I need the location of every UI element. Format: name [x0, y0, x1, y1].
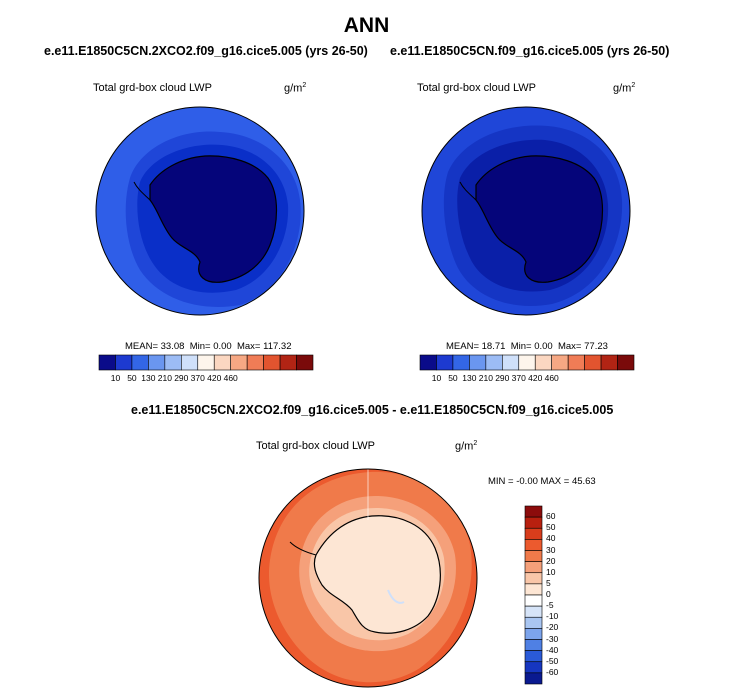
colorbar-swatch	[524, 583, 543, 596]
colorbar-tick-label: 420	[528, 373, 543, 383]
colorbar-swatch	[164, 354, 182, 371]
map3	[259, 469, 477, 687]
colorbar-tick-label: 370	[511, 373, 526, 383]
colorbar-swatch	[485, 354, 503, 371]
colorbar-tick-label: -10	[546, 611, 559, 622]
colorbar-tick-label: 10	[546, 566, 556, 577]
colorbar-swatch	[600, 354, 618, 371]
colorbar-tick-label: 130	[462, 373, 477, 383]
colorbar-swatch	[584, 354, 602, 371]
colorbar-tick-label: -5	[546, 600, 554, 611]
colorbar-swatch	[181, 354, 199, 371]
colorbar-tick-label: 460	[544, 373, 559, 383]
colorbar-swatch	[419, 354, 437, 371]
colorbar-tick-label: -50	[546, 655, 559, 666]
colorbar-swatch	[551, 354, 569, 371]
colorbar-tick-label: 50	[127, 373, 137, 383]
colorbar-tick-label: 50	[448, 373, 458, 383]
colorbar-tick-label: 370	[190, 373, 205, 383]
diff-units: g/m2	[455, 440, 478, 453]
colorbar-swatch	[524, 661, 543, 674]
diff-variable: Total grd-box cloud LWP	[256, 440, 376, 452]
colorbar-tick-label: 5	[546, 577, 551, 588]
colorbar-tick-label: 10	[110, 373, 121, 383]
colorbar-swatch	[617, 354, 635, 371]
colorbar-tick-label: 460	[223, 373, 238, 383]
colorbar-tick-label: -20	[546, 622, 559, 633]
colorbar-tick-label: 290	[174, 373, 189, 383]
map2	[422, 107, 630, 315]
diff-stats: MIN = -0.00 MAX = 45.63	[488, 476, 596, 487]
colorbar-swatch	[263, 354, 281, 371]
colorbar-swatch	[279, 354, 297, 371]
colorbar-tick-label: 30	[546, 544, 556, 555]
colorbar-tick-label: 40	[546, 533, 556, 544]
colorbar-tick-label: 130	[141, 373, 156, 383]
panel2-units: g/m2	[613, 82, 636, 95]
colorbar-swatch	[524, 527, 543, 540]
panel2-stats: MEAN= 18.71 Min= 0.00 Max= 77.23	[446, 341, 608, 352]
colorbar-swatch	[567, 354, 585, 371]
colorbar-2	[419, 354, 635, 371]
colorbar-swatch	[524, 550, 543, 562]
colorbar-swatch	[518, 354, 536, 371]
colorbar-swatch	[246, 354, 264, 371]
colorbar-swatch	[524, 672, 543, 685]
colorbar-swatch	[131, 354, 149, 371]
map1-border	[95, 106, 305, 316]
colorbar-tick-label: 10	[431, 373, 442, 383]
panel1-units: g/m2	[284, 82, 307, 95]
map3-border	[258, 468, 478, 688]
panel2-variable: Total grd-box cloud LWP	[417, 82, 537, 94]
colorbar-swatch	[115, 354, 133, 371]
colorbar-swatch	[98, 354, 116, 371]
colorbar-swatch	[469, 354, 487, 371]
colorbar-swatch	[213, 354, 231, 371]
colorbar-swatch	[524, 650, 543, 663]
colorbar-swatch	[524, 616, 543, 629]
map1	[96, 107, 304, 315]
colorbar-tick-label: 0	[546, 589, 551, 599]
panel1-variable: Total grd-box cloud LWP	[93, 82, 213, 94]
colorbar-tick-label: 210	[157, 373, 172, 383]
colorbar-swatch	[524, 505, 543, 518]
colorbar-tick-label: 60	[546, 511, 556, 522]
diff-case-title: e.e11.E1850C5CN.2XCO2.f09_g16.cice5.005 …	[131, 403, 614, 417]
colorbar-swatch	[148, 354, 166, 371]
colorbar-swatch	[524, 539, 543, 551]
colorbar-swatch	[502, 354, 520, 371]
map3-antarctica	[313, 515, 441, 634]
colorbar-swatch	[296, 354, 314, 371]
colorbar-swatch	[524, 605, 543, 618]
map2-antarctica	[475, 155, 604, 283]
colorbar-swatch	[197, 354, 215, 371]
colorbar-tick-label: 50	[546, 522, 556, 533]
colorbar-tick-label: -60	[546, 666, 559, 677]
colorbar-swatch	[524, 594, 543, 607]
page-title: ANN	[343, 14, 390, 37]
map2-border	[421, 106, 631, 316]
colorbar-swatch	[524, 572, 543, 585]
colorbar-swatch	[524, 516, 543, 529]
panel2-case-title: e.e11.E1850C5CN.f09_g16.cice5.005 (yrs 2…	[390, 44, 670, 58]
colorbar-3	[524, 505, 543, 685]
colorbar-swatch	[534, 354, 552, 371]
colorbar-tick-label: 420	[207, 373, 222, 383]
colorbar-swatch	[524, 639, 543, 651]
colorbar-tick-label: 210	[478, 373, 493, 383]
panel1-case-title: e.e11.E1850C5CN.2XCO2.f09_g16.cice5.005 …	[44, 44, 368, 58]
colorbar-swatch	[524, 628, 543, 640]
colorbar-tick-label: -40	[546, 644, 559, 655]
colorbar-swatch	[524, 561, 543, 574]
colorbar-tick-label: -30	[546, 633, 559, 644]
map1-antarctica	[149, 155, 278, 283]
panel1-stats: MEAN= 33.08 Min= 0.00 Max= 117.32	[125, 341, 292, 352]
colorbar-swatch	[436, 354, 454, 371]
colorbar-tick-label: 20	[546, 555, 556, 566]
colorbar-swatch	[452, 354, 470, 371]
colorbar-tick-label: 290	[495, 373, 510, 383]
colorbar-1	[98, 354, 314, 371]
colorbar-swatch	[230, 354, 248, 371]
